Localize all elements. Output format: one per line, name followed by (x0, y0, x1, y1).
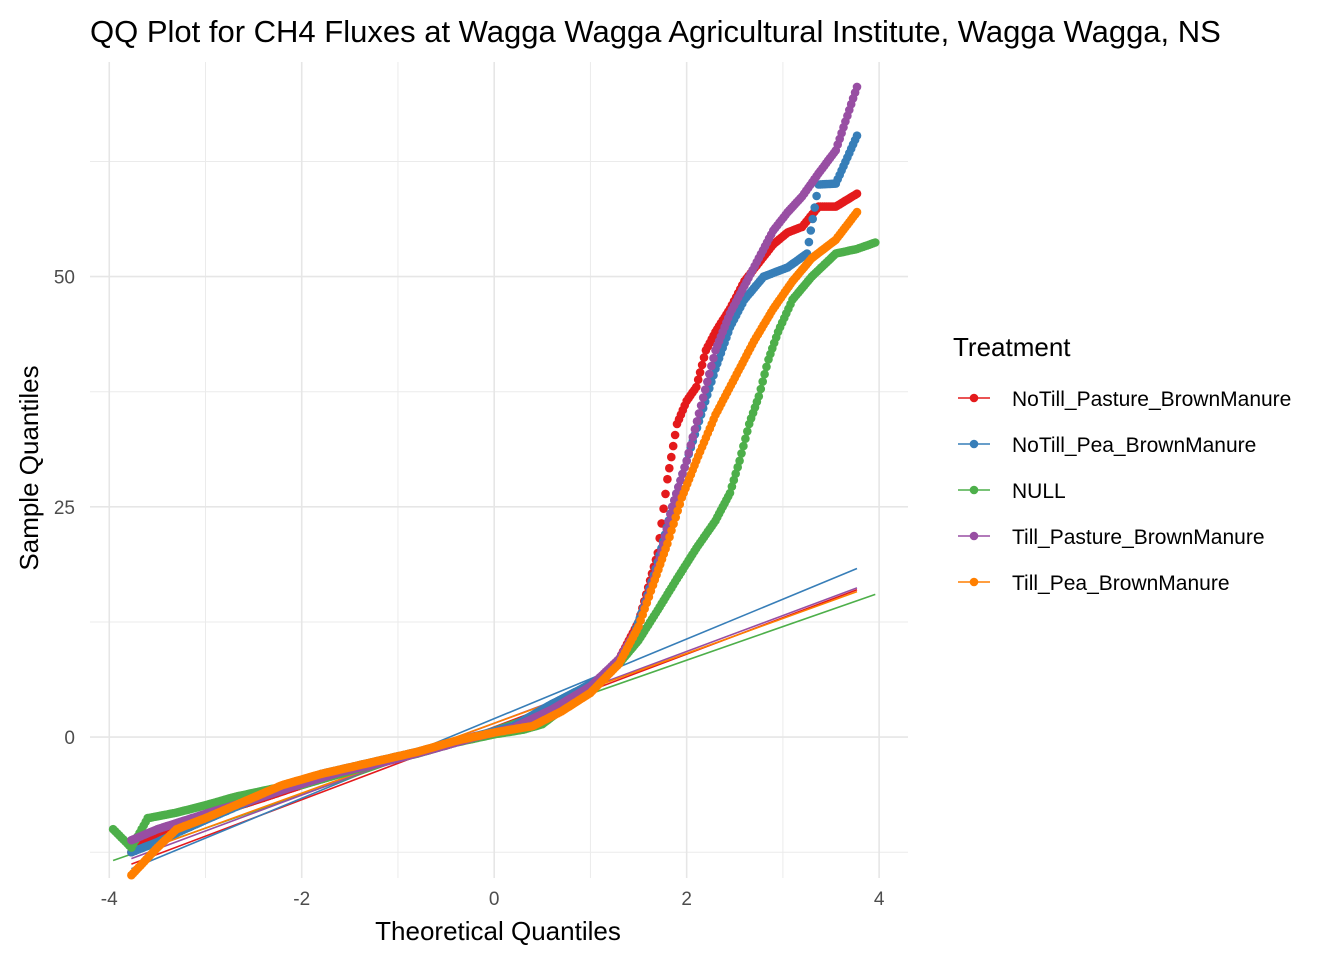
legend-key-point (969, 577, 979, 587)
data-point (756, 384, 766, 394)
data-point (663, 539, 672, 548)
series-points (127, 207, 862, 880)
data-points (108, 82, 880, 880)
data-point (659, 504, 668, 513)
data-point (695, 368, 705, 377)
data-point (812, 191, 821, 201)
legend-label: NULL (1012, 480, 1066, 503)
legend-item: Till_Pasture_BrownManure (958, 526, 1265, 549)
data-point (739, 441, 748, 451)
data-point (758, 377, 767, 386)
reference-line (131, 590, 858, 856)
data-point (700, 385, 710, 395)
data-point (680, 463, 689, 472)
legend-items: NoTill_Pasture_BrownManure NoTill_Pea_Bro… (958, 388, 1291, 595)
data-point (760, 369, 769, 379)
legend: Treatment NoTill_Pasture_BrownManureNoTi… (953, 332, 1291, 595)
data-point (671, 513, 680, 522)
data-point (698, 393, 708, 402)
data-point (871, 238, 880, 247)
data-point (661, 489, 670, 499)
data-point (676, 476, 685, 485)
data-point (762, 362, 771, 372)
data-point (852, 189, 862, 198)
data-point (673, 506, 682, 516)
data-point (705, 369, 714, 379)
data-point (727, 482, 737, 491)
data-point (688, 432, 698, 442)
legend-item: NULL (958, 480, 1066, 503)
x-axis-title: Theoretical Quantiles (375, 916, 621, 946)
data-point (692, 417, 702, 426)
y-tick-label: 0 (64, 728, 75, 749)
data-point (754, 392, 764, 401)
legend-key-point (969, 531, 979, 541)
legend-item: Till_Pea_BrownManure (958, 572, 1230, 595)
data-point (675, 499, 685, 509)
data-point (697, 360, 707, 370)
data-point (694, 409, 704, 418)
data-point (686, 440, 696, 450)
data-point (690, 424, 700, 434)
data-point (693, 375, 703, 385)
legend-item: NoTill_Pea_BrownManure (958, 434, 1256, 457)
reference-line (131, 567, 858, 870)
data-point (670, 430, 680, 440)
data-point (667, 526, 676, 535)
legend-label: Till_Pasture_BrownManure (1012, 526, 1265, 549)
axis-tick-labels: -4 -2 0 2 4 0 25 50 (54, 268, 885, 910)
y-tick-label: 25 (54, 498, 75, 519)
data-point (810, 203, 819, 212)
data-point (663, 474, 672, 484)
data-point (735, 456, 744, 466)
chart-title: QQ Plot for CH4 Fluxes at Wagga Wagga Ag… (90, 14, 1221, 49)
data-point (709, 353, 718, 363)
y-tick-label: 50 (54, 268, 75, 289)
legend-key-point (969, 485, 979, 495)
data-point (806, 226, 816, 235)
legend-item: NoTill_Pasture_BrownManure (958, 388, 1291, 411)
data-point (678, 469, 687, 479)
data-point (669, 519, 678, 529)
data-point (692, 382, 701, 392)
data-point (667, 452, 676, 462)
data-point (731, 469, 740, 479)
x-tick-label: 4 (874, 889, 885, 910)
legend-label: NoTill_Pasture_BrownManure (1012, 388, 1291, 411)
legend-key-point (969, 439, 979, 449)
data-point (852, 207, 862, 217)
data-point (696, 401, 706, 410)
data-point (808, 214, 817, 224)
data-point (804, 237, 814, 247)
legend-title: Treatment (953, 332, 1071, 362)
data-point (668, 441, 678, 451)
legend-key-point (969, 393, 979, 403)
data-point (707, 361, 716, 371)
data-point (699, 353, 709, 362)
data-point (674, 482, 683, 492)
data-point (682, 456, 691, 466)
x-tick-label: 2 (681, 889, 692, 910)
data-point (741, 434, 750, 444)
y-axis-title: Sample Quantiles (14, 365, 44, 570)
data-point (737, 449, 746, 458)
data-point (665, 463, 674, 473)
data-point (743, 427, 752, 436)
data-point (852, 131, 862, 140)
x-tick-label: 0 (489, 889, 500, 910)
data-point (703, 377, 712, 387)
x-tick-label: -2 (293, 889, 310, 910)
data-point (684, 448, 693, 458)
x-tick-label: -4 (101, 889, 118, 910)
legend-label: Till_Pea_BrownManure (1012, 572, 1230, 595)
data-point (665, 532, 674, 542)
data-point (852, 82, 862, 92)
legend-label: NoTill_Pea_BrownManure (1012, 434, 1256, 457)
